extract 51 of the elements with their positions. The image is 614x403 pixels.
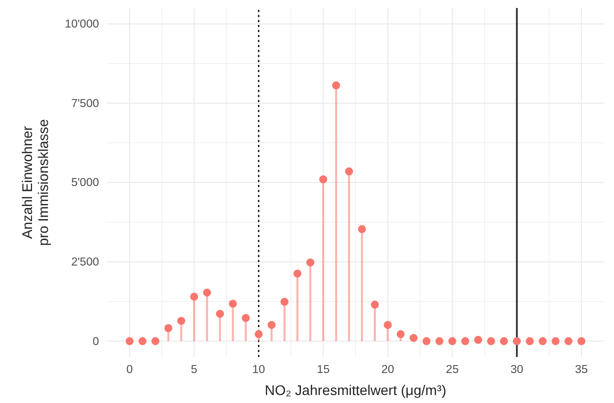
point	[254, 330, 263, 338]
point	[370, 300, 379, 309]
point	[435, 337, 444, 346]
point	[410, 334, 418, 342]
y-tick-label: 2'500	[71, 256, 99, 268]
x-tick-label: 0	[126, 364, 133, 376]
point	[384, 320, 392, 329]
point	[396, 330, 405, 338]
point	[526, 337, 534, 346]
y-tick-label: 0	[92, 336, 99, 348]
point	[358, 225, 366, 234]
point	[319, 175, 328, 184]
y-tick-label: 7'500	[71, 98, 99, 110]
point	[242, 314, 250, 322]
y-tick-label: 10'000	[64, 18, 99, 31]
point	[564, 337, 572, 346]
x-tick-label: 20	[381, 364, 394, 376]
point	[306, 258, 314, 266]
x-tick-label: 15	[316, 364, 330, 376]
point	[190, 292, 198, 301]
point	[461, 337, 470, 346]
point	[332, 81, 340, 90]
point	[203, 288, 212, 297]
point	[151, 337, 160, 346]
x-tick-label: 25	[446, 364, 459, 376]
point	[216, 310, 224, 318]
point	[345, 167, 354, 176]
x-tick-label: 30	[510, 364, 524, 376]
point	[487, 337, 496, 346]
point	[268, 320, 276, 329]
point	[448, 337, 456, 346]
point	[177, 316, 186, 325]
point	[577, 337, 586, 346]
point	[512, 337, 521, 346]
point	[538, 337, 547, 346]
x-tick-label: 35	[575, 364, 588, 376]
x-tick-label: 5	[190, 364, 198, 376]
y-axis-title: Anzahl Einwohner pro Immisionsklasse	[19, 118, 51, 246]
y-tick-label: 5'000	[71, 177, 99, 190]
point	[138, 337, 146, 346]
x-tick-label: 10	[252, 364, 266, 376]
point	[500, 337, 508, 346]
point	[164, 324, 172, 332]
point	[552, 337, 560, 346]
point	[474, 336, 482, 344]
x-axis-title: NO₂ Jahresmittelwert (μg/m³)	[264, 382, 446, 398]
point	[422, 337, 430, 346]
point	[228, 300, 237, 308]
point	[293, 270, 302, 278]
point	[280, 298, 288, 306]
point	[126, 337, 134, 346]
